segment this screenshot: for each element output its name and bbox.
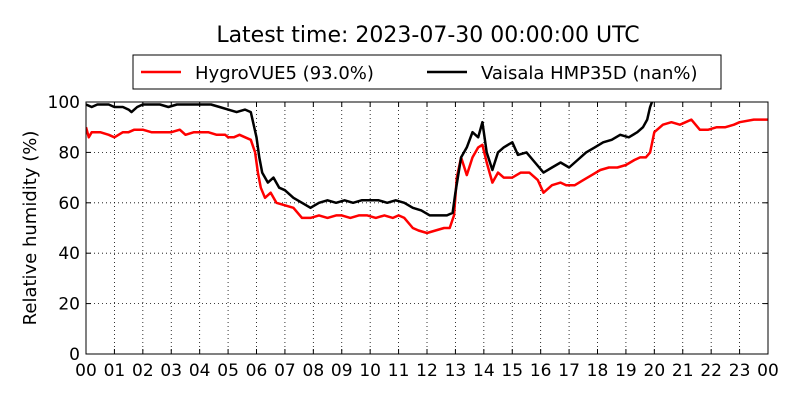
x-tick-label: 21 [672,361,694,381]
axis-ticks [85,101,769,355]
series-line-hygrovue5 [86,118,768,235]
x-tick-label: 16 [530,361,552,381]
grid-lines [86,102,768,354]
x-tick-label: 08 [303,361,325,381]
x-tick-label: 00 [757,361,779,381]
legend-label-vaisala: Vaisala HMP35D (nan%) [481,63,698,84]
x-tick-label: 13 [445,361,467,381]
y-tick-label: 0 [69,345,80,365]
x-tick-label: 23 [729,361,751,381]
legend-label-hygrovue5: HygroVUE5 (93.0%) [195,63,374,84]
x-tick-label: 15 [501,361,523,381]
x-tick-label: 03 [160,361,182,381]
x-tick-label: 12 [416,361,438,381]
legend: HygroVUE5 (93.0%) Vaisala HMP35D (nan%) [132,54,722,90]
x-tick-label: 20 [644,361,666,381]
x-tick-label: 02 [132,361,154,381]
x-tick-label: 14 [473,361,495,381]
x-tick-label: 01 [104,361,126,381]
y-axis-label: Relative humidity (%) [20,131,41,326]
y-tick-label: 40 [58,244,80,264]
x-tick-labels: 00 01 02 03 04 05 06 07 08 09 10 11 12 13 14 15 16 17 18 19… [75,361,779,381]
x-tick-label: 18 [587,361,609,381]
y-tick-label: 100 [48,93,80,113]
chart-title: Latest time: 2023-07-30 00:00:00 UTC [216,23,639,48]
x-tick-label: 04 [189,361,211,381]
x-tick-label: 05 [217,361,239,381]
x-tick-label: 19 [615,361,637,381]
x-tick-label: 11 [388,361,410,381]
x-tick-label: 06 [246,361,268,381]
x-tick-label: 00 [75,361,97,381]
x-tick-label: 09 [331,361,353,381]
y-tick-label: 60 [58,194,80,214]
y-tick-label: 80 [58,143,80,163]
y-tick-label: 20 [58,295,80,315]
y-tick-labels: 0 20 40 60 80 100 [48,93,80,365]
x-tick-label: 22 [700,361,722,381]
x-tick-label: 07 [274,361,296,381]
x-tick-label: 10 [359,361,381,381]
x-tick-label: 17 [558,361,580,381]
